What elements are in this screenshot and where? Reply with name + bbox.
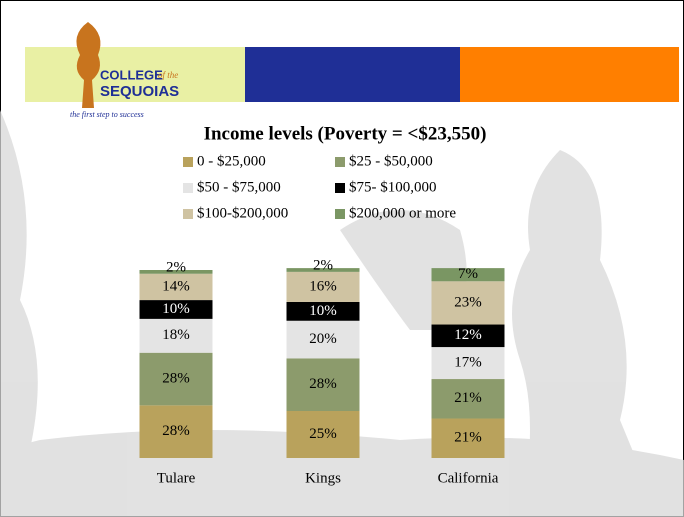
x-tick-label: California — [438, 470, 499, 486]
data-label: 28% — [162, 423, 190, 439]
data-label: 12% — [454, 327, 482, 343]
legend-swatch — [183, 183, 193, 193]
data-label: 20% — [309, 331, 337, 347]
legend-swatch — [335, 209, 345, 219]
data-label: 23% — [454, 294, 482, 310]
x-tick-label: Kings — [305, 470, 341, 486]
legend-swatch — [335, 183, 345, 193]
legend-label: $200,000 or more — [349, 205, 456, 221]
data-label: 10% — [309, 303, 337, 319]
logo-tagline: the first step to success — [70, 110, 144, 119]
logo-college: COLLEGE — [100, 67, 163, 82]
data-label: 21% — [454, 390, 482, 406]
legend-label: 0 - $25,000 — [197, 153, 266, 169]
data-label: 28% — [162, 370, 190, 386]
data-label: 14% — [162, 278, 190, 294]
x-tick-label: Tulare — [157, 470, 196, 486]
data-label: 17% — [454, 354, 482, 370]
data-label: 10% — [162, 301, 190, 317]
data-label: 18% — [162, 327, 190, 343]
data-label: 2% — [313, 258, 333, 274]
logo-of-the: of the — [158, 70, 178, 80]
header-band-blue — [245, 47, 460, 102]
legend-label: $50 - $75,000 — [197, 179, 281, 195]
legend-label: $75- $100,000 — [349, 179, 437, 195]
legend-swatch — [183, 209, 193, 219]
header-band-orange — [460, 47, 679, 102]
chart-title: Income levels (Poverty = <$23,550) — [204, 123, 487, 144]
page: COLLEGE of the SEQUOIAS the first step t… — [0, 0, 684, 517]
data-label: 28% — [309, 376, 337, 392]
legend-label: $100-$200,000 — [197, 205, 288, 221]
logo-sequoias: SEQUOIAS — [100, 83, 179, 100]
slide: COLLEGE of the SEQUOIAS the first step t… — [0, 0, 684, 517]
legend-swatch — [335, 157, 345, 167]
data-label: 25% — [309, 426, 337, 442]
data-label: 16% — [309, 278, 337, 294]
legend-swatch — [183, 157, 193, 167]
legend-label: $25 - $50,000 — [349, 153, 433, 169]
data-label: 2% — [166, 259, 186, 275]
data-label: 21% — [454, 430, 482, 446]
data-label: 7% — [458, 266, 478, 282]
